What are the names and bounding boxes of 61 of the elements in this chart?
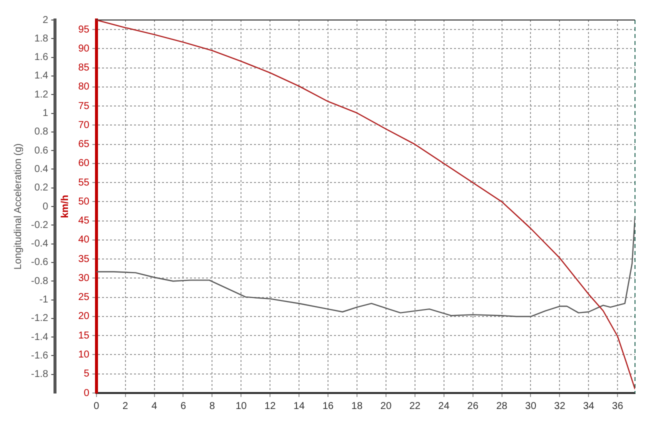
x-tick-label: 12 xyxy=(264,400,276,412)
y-tick-label: 0.8 xyxy=(34,126,49,138)
x-tick-label: 24 xyxy=(438,400,450,412)
y2-tick-label: 20 xyxy=(78,311,90,322)
y2-tick-label: 35 xyxy=(78,254,90,265)
y2-tick-label: 50 xyxy=(78,196,90,208)
y2-tick-label: 95 xyxy=(78,24,90,36)
y-tick-label: -1 xyxy=(39,294,49,306)
y-tick-label: 1.8 xyxy=(34,33,49,44)
x-tick-label: 18 xyxy=(351,400,363,412)
y-tick-label: -0.2 xyxy=(30,220,49,231)
x-tick-label: 16 xyxy=(322,400,334,412)
y-axis-title: Longitudinal Acceleration (g) xyxy=(12,143,24,270)
y-tick-label: -1.8 xyxy=(30,369,49,380)
y-tick-label: 0.6 xyxy=(34,145,49,156)
y-tick-label: 1.2 xyxy=(34,89,49,100)
y2-tick-label: 75 xyxy=(78,100,90,112)
x-tick-label: 34 xyxy=(583,400,595,412)
y-tick-label: 1 xyxy=(42,108,49,119)
y2-tick-label: 60 xyxy=(78,158,90,170)
y2-tick-label: 80 xyxy=(78,82,90,93)
y-tick-label: 0 xyxy=(42,201,49,212)
x-tick-label: 28 xyxy=(496,400,508,412)
y-tick-label: 2 xyxy=(42,14,49,26)
y-tick-label: 1.6 xyxy=(34,52,49,64)
y2-tick-label: 65 xyxy=(78,139,90,150)
y-tick-label: -0.4 xyxy=(30,238,49,250)
x-tick-label: 8 xyxy=(209,400,216,412)
x-tick-label: 10 xyxy=(236,400,248,412)
x-tick-label: 36 xyxy=(612,400,624,412)
y2-tick-label: 40 xyxy=(78,234,90,246)
x-tick-label: 14 xyxy=(294,400,306,412)
y2-axis-title: km/h xyxy=(60,194,71,218)
x-tick-label: 22 xyxy=(409,400,421,412)
y-tick-label: -0.8 xyxy=(30,276,49,287)
y-tick-label: -0.6 xyxy=(30,257,49,268)
y2-tick-label: 90 xyxy=(78,43,90,54)
y-tick-label: -1.6 xyxy=(30,350,49,362)
x-tick-label: 0 xyxy=(94,400,100,412)
x-tick-label: 2 xyxy=(122,400,129,412)
y-tick-label: 0.4 xyxy=(34,164,49,175)
y2-tick-label: 25 xyxy=(78,292,90,304)
y2-tick-label: 70 xyxy=(78,120,90,131)
y-tick-label: 1.4 xyxy=(34,70,49,82)
y-tick-label: 0.2 xyxy=(34,182,49,194)
y2-tick-label: 30 xyxy=(78,272,90,284)
x-tick-label: 6 xyxy=(180,400,186,412)
x-tick-label: 20 xyxy=(380,400,392,412)
x-tick-label: 32 xyxy=(554,400,566,412)
x-tick-label: 26 xyxy=(467,400,479,412)
y-tick-label: -1.4 xyxy=(30,332,49,343)
y2-tick-label: 0 xyxy=(84,388,90,399)
y2-tick-label: 15 xyxy=(78,330,90,342)
y-tick-label: -1.2 xyxy=(30,313,49,324)
y2-tick-label: 55 xyxy=(78,177,90,188)
y2-tick-label: 10 xyxy=(78,349,90,360)
x-tick-label: 4 xyxy=(151,400,158,412)
y2-tick-label: 85 xyxy=(78,62,90,74)
y2-tick-label: 5 xyxy=(84,368,90,380)
y2-tick-label: 45 xyxy=(78,216,90,227)
x-tick-label: 30 xyxy=(525,400,537,412)
